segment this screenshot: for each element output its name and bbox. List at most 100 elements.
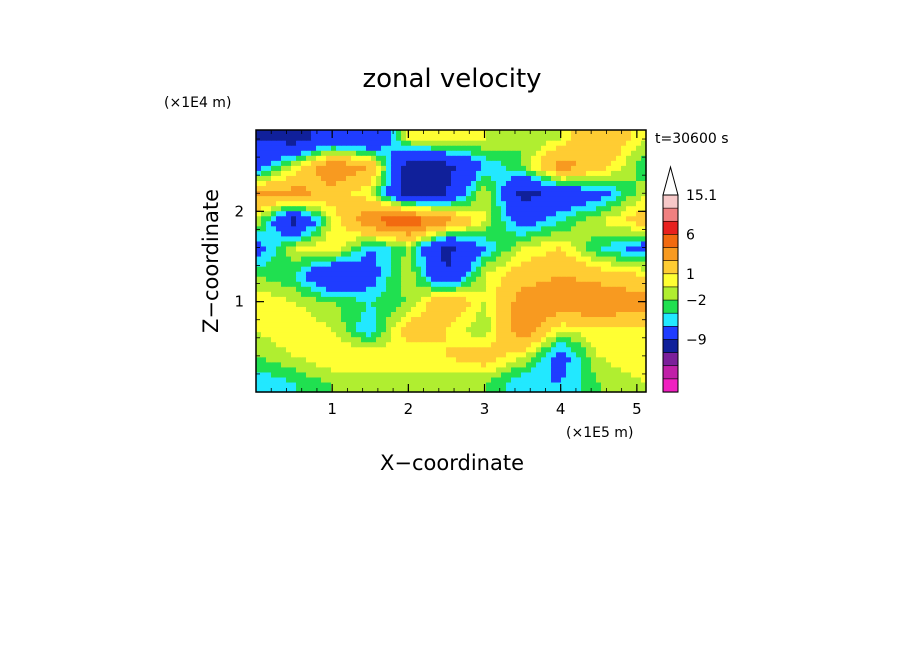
field-cell	[446, 165, 452, 171]
field-cell	[516, 245, 522, 252]
field-cell	[401, 155, 407, 161]
field-cell	[551, 321, 557, 328]
field-cell	[631, 301, 637, 307]
field-cell	[576, 266, 582, 272]
field-cell	[591, 271, 597, 277]
field-cell	[286, 130, 292, 136]
field-cell	[286, 195, 292, 202]
field-cell	[311, 366, 317, 373]
field-cell	[566, 296, 572, 302]
field-cell	[341, 205, 347, 212]
field-cell	[521, 296, 527, 302]
field-cell	[371, 150, 377, 156]
field-cell	[486, 215, 492, 222]
field-cell	[561, 286, 567, 292]
field-cell	[311, 200, 317, 207]
field-cell	[571, 160, 577, 166]
field-cell	[486, 165, 492, 171]
field-cell	[376, 215, 382, 222]
field-cell	[631, 230, 637, 237]
field-cell	[266, 150, 272, 156]
field-cell	[636, 261, 642, 267]
field-cell	[321, 331, 327, 338]
field-cell	[306, 130, 312, 136]
field-cell	[391, 235, 397, 242]
field-cell	[446, 205, 452, 212]
field-cell	[606, 261, 612, 267]
field-cell	[451, 255, 457, 262]
field-cell	[396, 140, 402, 146]
field-cell	[451, 321, 457, 328]
field-cell	[596, 311, 602, 318]
field-cell	[471, 286, 477, 292]
field-cell	[341, 215, 347, 222]
field-cell	[391, 200, 397, 207]
field-cell	[576, 306, 582, 312]
field-cell	[281, 341, 287, 348]
field-cell	[566, 271, 572, 277]
field-cell	[336, 155, 342, 161]
field-cell	[266, 366, 272, 373]
field-cell	[296, 130, 302, 136]
field-cell	[581, 301, 587, 307]
field-cell	[301, 195, 307, 202]
field-cell	[611, 165, 617, 171]
field-cell	[641, 215, 647, 222]
field-cell	[481, 250, 487, 257]
field-cell	[486, 311, 492, 318]
field-cell	[266, 245, 272, 252]
field-cell	[466, 175, 472, 181]
field-cell	[306, 336, 312, 343]
field-cell	[346, 250, 352, 257]
field-cell	[461, 316, 467, 323]
field-cell	[411, 291, 417, 297]
field-cell	[561, 235, 567, 242]
field-cell	[566, 336, 572, 343]
field-cell	[581, 286, 587, 292]
field-cell	[421, 170, 427, 176]
field-cell	[606, 215, 612, 222]
field-cell	[331, 215, 337, 222]
field-cell	[376, 386, 382, 393]
field-cell	[376, 361, 382, 368]
field-cell	[361, 316, 367, 323]
field-cell	[321, 235, 327, 242]
field-cell	[461, 190, 467, 197]
field-cell	[546, 351, 552, 358]
field-cell	[621, 210, 627, 217]
field-cell	[466, 381, 472, 388]
field-cell	[476, 271, 482, 277]
field-cell	[281, 371, 287, 378]
field-cell	[356, 386, 362, 393]
field-cell	[516, 356, 522, 363]
field-cell	[631, 155, 637, 161]
field-cell	[311, 250, 317, 257]
field-cell	[476, 386, 482, 393]
field-cell	[361, 205, 367, 212]
field-cell	[446, 220, 452, 227]
field-cell	[531, 386, 537, 393]
field-cell	[336, 195, 342, 202]
field-cell	[631, 150, 637, 156]
field-cell	[261, 371, 267, 378]
field-cell	[566, 240, 572, 247]
field-cell	[611, 155, 617, 161]
field-cell	[426, 180, 432, 187]
field-cell	[611, 311, 617, 318]
field-cell	[451, 326, 457, 333]
field-cell	[436, 351, 442, 358]
field-cell	[501, 351, 507, 358]
field-cell	[376, 291, 382, 297]
field-cell	[611, 316, 617, 323]
field-cell	[571, 371, 577, 378]
field-cell	[291, 210, 297, 217]
field-cell	[626, 240, 632, 247]
field-cell	[551, 316, 557, 323]
field-cell	[266, 250, 272, 257]
field-cell	[476, 291, 482, 297]
field-cell	[641, 245, 647, 252]
field-cell	[461, 361, 467, 368]
field-cell	[556, 255, 562, 262]
field-cell	[361, 160, 367, 166]
field-cell	[311, 346, 317, 353]
